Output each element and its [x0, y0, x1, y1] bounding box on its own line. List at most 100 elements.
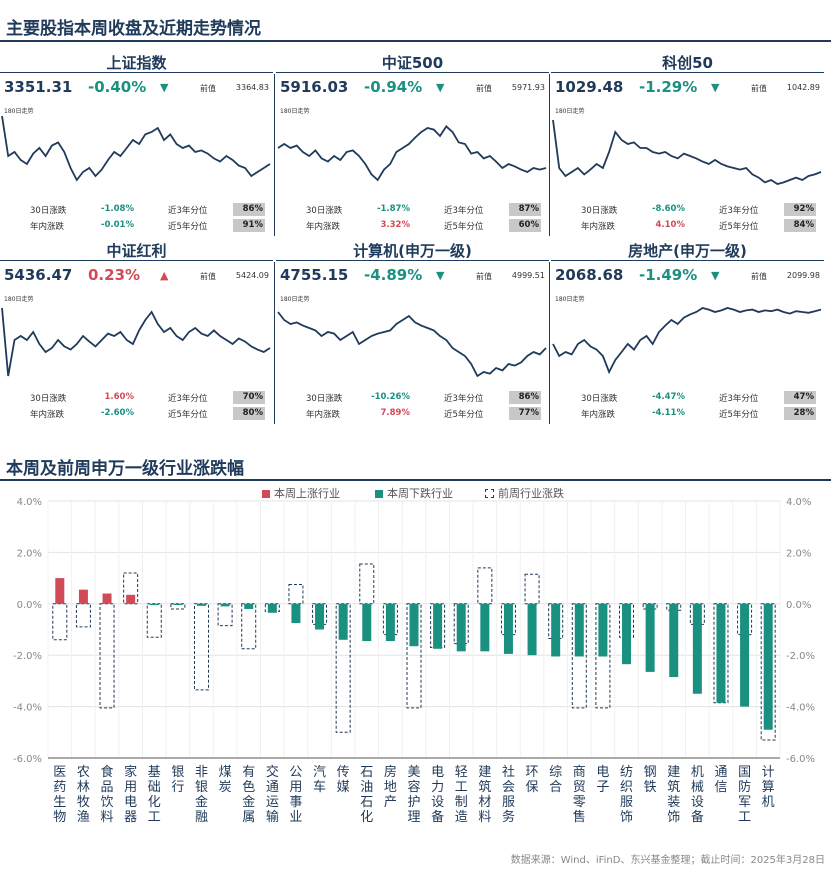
bar-down	[551, 603, 561, 657]
bar-down	[315, 603, 325, 630]
r30-label: 30日涨跌	[30, 394, 67, 404]
panel-prev-value: 4999.51	[511, 271, 545, 280]
bar-down	[574, 603, 584, 657]
sparkline	[277, 125, 547, 182]
panel-title: 上证指数	[106, 54, 167, 72]
panel-prev-label: 前值	[751, 84, 767, 93]
y-tick-label-right: -2.0%	[786, 651, 815, 662]
index-panel: 上证指数 3351.31 -0.40% ▼ 前值 3364.83 180日走势 …	[0, 50, 273, 236]
panel-prev-label: 前值	[476, 84, 492, 93]
x-tick-label: 交通运输	[266, 764, 279, 825]
sparkline-label: 180日走势	[555, 108, 585, 115]
bar-up	[55, 578, 65, 604]
bar-prev-week	[52, 603, 68, 641]
x-tick-label: 公用事业	[289, 765, 302, 825]
index-panel: 科创50 1029.48 -1.29% ▼ 前值 1042.89 180日走势 …	[551, 50, 824, 236]
panel-title: 科创50	[662, 54, 713, 72]
arrow-down-icon: ▼	[436, 269, 445, 282]
panel-prev-value: 5971.93	[511, 83, 545, 92]
panel-change: -0.94%	[364, 78, 423, 96]
panel-prev-label: 前值	[476, 272, 492, 281]
p3-value: 86%	[233, 203, 265, 216]
p5-value: 28%	[784, 407, 816, 420]
bar-down	[196, 603, 206, 606]
sparkline-path	[552, 307, 822, 375]
p5-label: 近5年分位	[168, 410, 208, 420]
panel-close: 2068.68	[555, 266, 624, 284]
x-tick-label: 银行	[171, 765, 184, 795]
y-tick-label-right: 4.0%	[786, 497, 811, 508]
bar-up	[102, 593, 112, 604]
bar-down	[622, 603, 632, 665]
legend-up-label: 本周上涨行业	[274, 487, 340, 500]
sparkline	[552, 307, 822, 375]
sparkline-path	[552, 119, 822, 185]
x-tick-label: 汽车	[313, 765, 326, 795]
ytd-label: 年内涨跌	[581, 410, 616, 420]
arrow-down-icon: ▼	[436, 81, 445, 94]
x-tick-label: 基础化工	[148, 765, 161, 825]
y-tick-label-left: -6.0%	[13, 754, 42, 765]
sparkline-label: 180日走势	[4, 296, 34, 303]
p5-value: 60%	[509, 219, 541, 232]
sparkline	[552, 119, 822, 185]
x-tick-label: 石油石化	[360, 765, 373, 825]
sparkline-label: 180日走势	[4, 108, 34, 115]
panel-divider	[276, 72, 549, 73]
x-tick-label: 钢铁	[644, 765, 657, 795]
arrow-down-icon: ▼	[711, 81, 720, 94]
bar-down	[456, 603, 466, 652]
panel-separator	[549, 74, 550, 236]
bar-down	[291, 603, 301, 624]
p3-label: 近3年分位	[719, 394, 759, 404]
sparkline	[1, 307, 271, 377]
bar-prev-week	[146, 603, 162, 638]
panel-divider	[276, 260, 549, 261]
bar-prev-week	[217, 603, 233, 627]
r30-value: 1.60%	[104, 392, 135, 402]
panel-change: -4.89%	[364, 266, 423, 284]
p3-value: 47%	[784, 391, 816, 404]
r30-label: 30日涨跌	[306, 206, 343, 216]
r30-label: 30日涨跌	[581, 394, 618, 404]
index-panel: 房地产(申万一级) 2068.68 -1.49% ▼ 前值 2099.98 18…	[551, 238, 824, 424]
industry-bar-chart: 4.0% 4.0% 2.0% 2.0% 0.0% 0.0% -2.0% -2.0% -4.0% -…	[13, 497, 815, 825]
bar-prev-week	[241, 603, 257, 650]
bar-prev-week	[760, 603, 776, 741]
ytd-value: -2.60%	[100, 408, 134, 418]
p5-value: 77%	[509, 407, 541, 420]
panel-title: 房地产(申万一级)	[628, 242, 747, 260]
bar-down	[480, 603, 490, 652]
panel-separator	[274, 262, 275, 424]
panel-title: 中证红利	[106, 242, 167, 260]
panel-separator	[274, 74, 275, 236]
x-tick-label: 非银金融	[195, 765, 208, 825]
bar-down	[645, 603, 655, 672]
bar-prev-week	[595, 603, 611, 709]
y-tick-label-left: 4.0%	[17, 497, 42, 508]
legend-prev-swatch	[485, 489, 494, 498]
x-tick-label: 电子	[596, 765, 609, 795]
p5-value: 91%	[233, 219, 265, 232]
index-panel: 中证红利 5436.47 0.23% ▲ 前值 5424.09 180日走势 3…	[0, 238, 273, 424]
legend-prev: 前周行业涨跌	[485, 485, 564, 501]
x-tick-label: 有色金属	[242, 765, 255, 825]
bar-down	[763, 603, 773, 730]
ytd-value: 7.89%	[380, 408, 411, 418]
bar-prev-week	[477, 567, 493, 605]
panel-prev-value: 5424.09	[235, 271, 269, 280]
panel-prev-value: 2099.98	[786, 271, 820, 280]
title-underline	[0, 40, 831, 42]
panel-divider	[551, 260, 824, 261]
x-tick-label: 社会服务	[502, 764, 515, 825]
p3-label: 近3年分位	[168, 206, 208, 216]
p3-value: 87%	[509, 203, 541, 216]
r30-value: -1.08%	[100, 204, 134, 214]
bar-prev-week	[170, 603, 186, 610]
bar-prev-week	[264, 603, 280, 613]
p3-label: 近3年分位	[719, 206, 759, 216]
ytd-value: -4.11%	[651, 408, 685, 418]
bar-down	[669, 603, 679, 678]
sparkline-label: 180日走势	[280, 296, 310, 303]
panel-prev-value: 1042.89	[786, 83, 820, 92]
